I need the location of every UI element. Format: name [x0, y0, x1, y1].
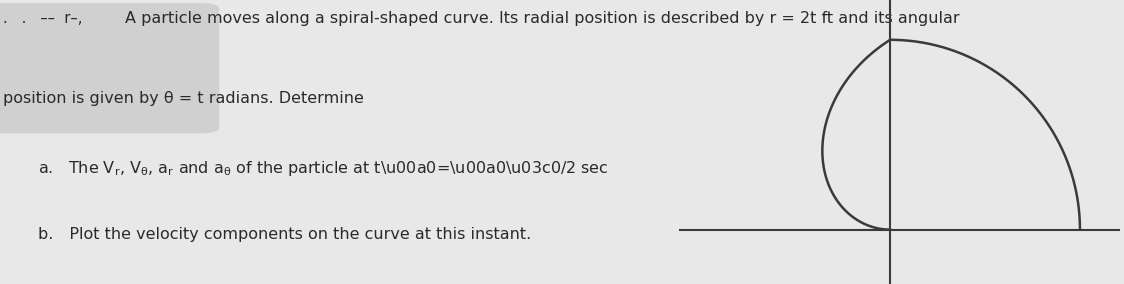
- Text: .   .   ––  r–,: . . –– r–,: [3, 11, 83, 26]
- FancyBboxPatch shape: [0, 3, 219, 133]
- Text: a.   The $\mathregular{V_r}$, $\mathregular{V_\theta}$, $\mathregular{a_r}$ and : a. The $\mathregular{V_r}$, $\mathregula…: [38, 159, 608, 178]
- Text: position is given by θ = t radians. Determine: position is given by θ = t radians. Dete…: [3, 91, 364, 106]
- Text: b. Plot the velocity components on the curve at this instant.: b. Plot the velocity components on the c…: [38, 227, 532, 242]
- Text: A particle moves along a spiral-shaped curve. Its radial position is described b: A particle moves along a spiral-shaped c…: [126, 11, 960, 26]
